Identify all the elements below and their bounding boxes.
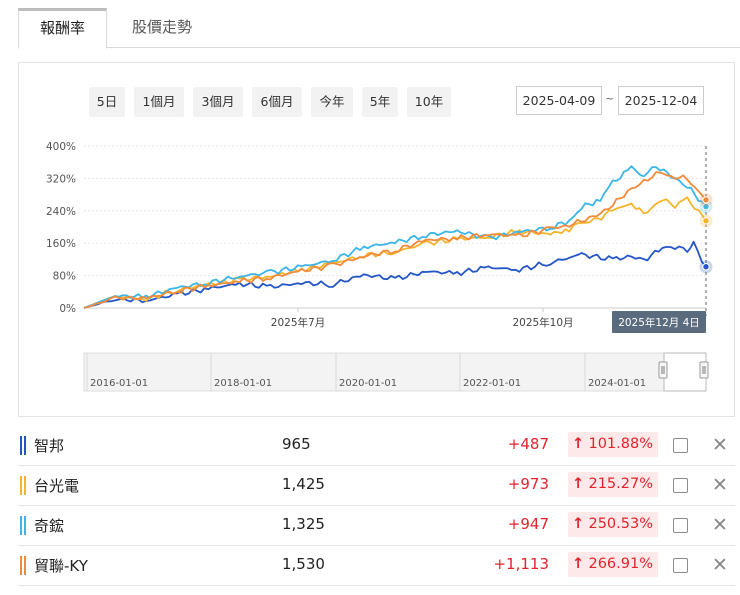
y-tick-label: 320% [46, 173, 76, 185]
series-color-marker [24, 476, 26, 495]
range-5d-button[interactable]: 5日 [89, 87, 125, 117]
series-color-marker [20, 436, 22, 455]
close-icon[interactable]: ✕ [712, 554, 728, 576]
y-tick-label: 80% [53, 271, 76, 283]
range-5y-button[interactable]: 5年 [362, 87, 398, 117]
arrow-up-icon: ↑ [572, 476, 585, 492]
end-date-input[interactable] [618, 86, 704, 115]
stock-return-badge: ↑ 250.53% [568, 512, 658, 537]
stock-name[interactable]: 台光電 [34, 477, 80, 495]
navigator-handle[interactable] [658, 361, 668, 379]
stock-row-4: 貿聯-KY 1,530 +1,113 ↑ 266.91% ✕ [18, 546, 735, 586]
range-1m-button[interactable]: 1個月 [134, 87, 184, 117]
return-chart: 400% 320% 240% 160% 80% 0% 2025年7月 2025年10月 2025… [46, 141, 713, 392]
close-icon[interactable]: ✕ [712, 514, 728, 536]
compare-checkbox[interactable] [673, 518, 688, 533]
tooltip-date-label: 2025年12月 4日 [618, 316, 700, 329]
tab-price-trend[interactable]: 股價走勢 [131, 18, 192, 36]
date-separator: ~ [605, 92, 615, 105]
end-point-marker [702, 217, 710, 225]
navigator-label: 2024-01-01 [588, 378, 646, 389]
stock-price: 1,530 [282, 555, 325, 573]
stock-change: +973 [507, 475, 549, 493]
stock-return-pct: 215.27% [588, 476, 653, 492]
stock-return-pct: 266.91% [588, 556, 653, 572]
y-tick-label: 0% [59, 303, 76, 315]
range-ytd-button[interactable]: 今年 [311, 87, 353, 117]
stock-row-3: 奇鋐 1,325 +947 ↑ 250.53% ✕ [18, 506, 735, 546]
stock-change: +487 [507, 435, 549, 453]
compare-checkbox[interactable] [673, 478, 688, 493]
series-line-4 [83, 171, 707, 309]
x-tick-label: 2025年10月 [512, 316, 573, 329]
tab-return-rate[interactable]: 報酬率 [18, 8, 107, 49]
stock-name[interactable]: 智邦 [34, 437, 65, 455]
tooltip-date-box [612, 311, 706, 333]
navigator-label: 2016-01-01 [90, 378, 148, 389]
compare-checkbox[interactable] [673, 438, 688, 453]
stock-change: +947 [507, 515, 549, 533]
close-icon[interactable]: ✕ [712, 434, 728, 456]
stock-change: +1,113 [493, 555, 549, 573]
navigator-selection [663, 352, 707, 392]
series-color-marker [24, 436, 26, 455]
compare-checkbox[interactable] [673, 558, 688, 573]
arrow-up-icon: ↑ [572, 516, 585, 532]
navigator-label: 2022-01-01 [463, 378, 521, 389]
stock-row-1: 智邦 965 +487 ↑ 101.88% ✕ [18, 426, 735, 466]
arrow-up-icon: ↑ [572, 436, 585, 452]
stock-return-pct: 101.88% [588, 436, 653, 452]
series-color-marker [24, 516, 26, 535]
series-line-1 [83, 240, 707, 309]
stock-return-badge: ↑ 101.88% [568, 432, 658, 457]
start-date-input[interactable] [516, 86, 602, 115]
series-color-marker [24, 556, 26, 575]
tab-bar: 報酬率 股價走勢 [18, 8, 740, 49]
stock-row-2: 台光電 1,425 +973 ↑ 215.27% ✕ [18, 466, 735, 506]
close-icon[interactable]: ✕ [712, 474, 728, 496]
y-tick-label: 160% [46, 238, 76, 250]
y-tick-label: 240% [46, 206, 76, 218]
end-point-marker [702, 196, 710, 204]
navigator-track [83, 352, 707, 392]
x-tick-label: 2025年7月 [271, 316, 325, 329]
navigator-label: 2018-01-01 [214, 378, 272, 389]
y-tick-label: 400% [46, 141, 76, 153]
range-3m-button[interactable]: 3個月 [193, 87, 243, 117]
end-point-marker [702, 263, 710, 271]
stock-price: 1,425 [282, 475, 325, 493]
series-line-3 [83, 165, 707, 309]
stock-name[interactable]: 奇鋐 [34, 517, 65, 535]
stock-return-badge: ↑ 215.27% [568, 472, 658, 497]
stock-price: 965 [282, 435, 311, 453]
stock-name[interactable]: 貿聯-KY [34, 557, 88, 575]
navigator-label: 2020-01-01 [339, 378, 397, 389]
navigator-handle[interactable] [699, 361, 709, 379]
arrow-up-icon: ↑ [572, 556, 585, 572]
stock-price: 1,325 [282, 515, 325, 533]
stock-return-pct: 250.53% [588, 516, 653, 532]
range-6m-button[interactable]: 6個月 [252, 87, 302, 117]
range-10y-button[interactable]: 10年 [407, 87, 451, 117]
series-color-marker [20, 556, 22, 575]
series-color-marker [20, 516, 22, 535]
series-color-marker [20, 476, 22, 495]
stock-return-badge: ↑ 266.91% [568, 552, 658, 577]
